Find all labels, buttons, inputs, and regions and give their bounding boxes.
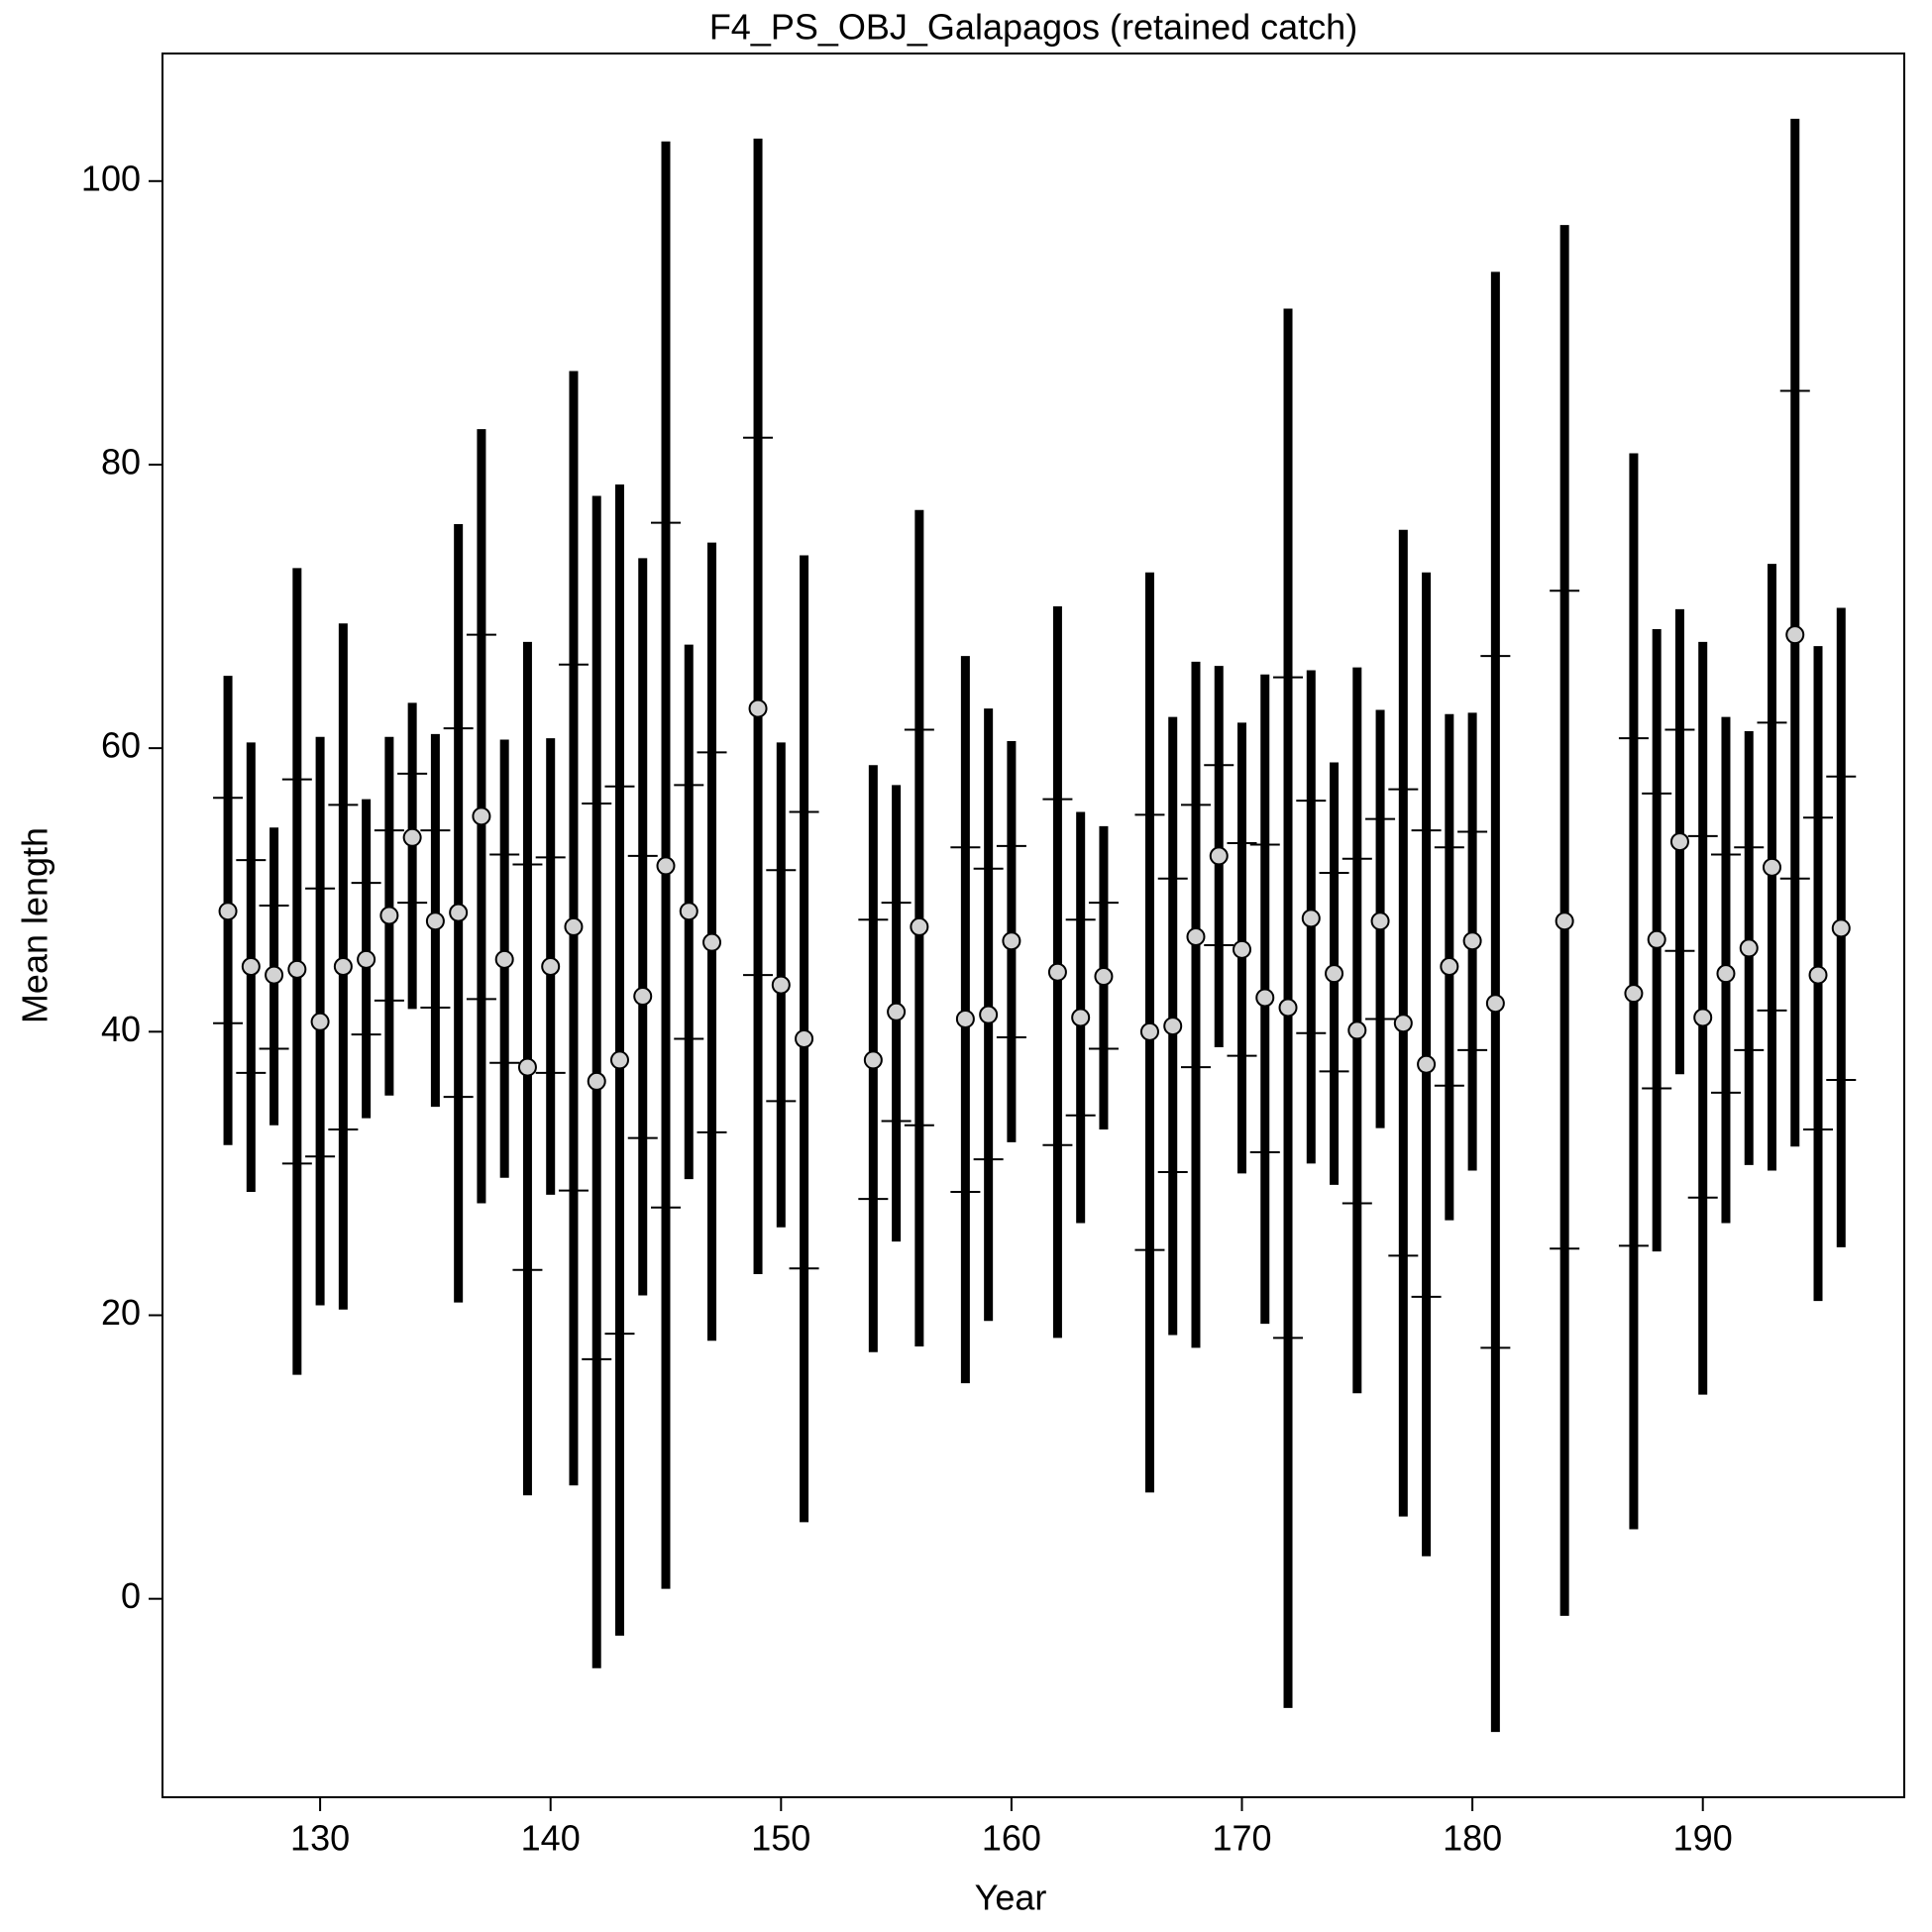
- mean-point: [863, 1050, 883, 1070]
- mean-point: [1278, 998, 1298, 1018]
- mean-point: [1716, 964, 1736, 984]
- x-tick-label: 190: [1673, 1818, 1733, 1859]
- mean-point: [541, 956, 561, 976]
- mean-point: [771, 975, 791, 995]
- mean-point: [1209, 846, 1229, 866]
- mean-point: [1762, 857, 1781, 877]
- mean-point: [333, 956, 353, 976]
- mean-point: [564, 916, 584, 936]
- mean-point: [1417, 1054, 1437, 1074]
- mean-point: [1347, 1020, 1367, 1040]
- mean-point: [287, 959, 307, 979]
- mean-point: [1325, 964, 1344, 984]
- mean-point: [1002, 931, 1021, 951]
- mean-point: [910, 916, 929, 936]
- mean-point: [425, 912, 445, 931]
- mean-point: [1739, 938, 1759, 958]
- mean-point: [241, 956, 261, 976]
- y-tick-label: 20: [101, 1292, 141, 1333]
- mean-point: [679, 902, 698, 921]
- x-tick-label: 130: [290, 1818, 350, 1859]
- x-tick-label: 140: [521, 1818, 581, 1859]
- mean-point: [1094, 967, 1114, 987]
- mean-point: [1462, 931, 1482, 951]
- mean-point: [609, 1050, 629, 1070]
- y-tick-label: 80: [101, 441, 141, 482]
- mean-point: [218, 902, 238, 921]
- mean-point: [887, 1002, 907, 1021]
- mean-point: [795, 1028, 814, 1048]
- mean-point: [587, 1071, 606, 1091]
- x-tick-label: 150: [751, 1818, 810, 1859]
- mean-point: [1808, 965, 1828, 985]
- mean-point: [1370, 912, 1390, 931]
- mean-point: [472, 806, 491, 826]
- mean-point: [265, 965, 284, 985]
- mean-point: [979, 1005, 999, 1024]
- mean-point: [517, 1057, 537, 1077]
- plot-frame: [161, 53, 1905, 1798]
- mean-point: [1785, 625, 1805, 645]
- mean-point: [1831, 918, 1851, 938]
- mean-point: [1233, 939, 1252, 959]
- mean-point: [1624, 984, 1644, 1004]
- x-tick-label: 160: [982, 1818, 1041, 1859]
- x-tick-label: 170: [1212, 1818, 1271, 1859]
- mean-point: [449, 903, 469, 922]
- mean-point: [310, 1012, 330, 1031]
- mean-point: [1393, 1014, 1413, 1033]
- mean-point: [402, 827, 422, 847]
- x-tick-label: 180: [1443, 1818, 1502, 1859]
- mean-point: [357, 949, 376, 969]
- y-tick-label: 40: [101, 1009, 141, 1049]
- mean-point: [1647, 929, 1666, 949]
- mean-point: [494, 949, 514, 969]
- mean-point: [1669, 832, 1689, 852]
- y-axis-label: Mean length: [15, 827, 55, 1023]
- mean-point: [955, 1009, 975, 1028]
- mean-point: [1139, 1021, 1159, 1041]
- y-tick-label: 0: [121, 1575, 141, 1616]
- y-tick-label: 60: [101, 725, 141, 766]
- chart-title: F4_PS_OBJ_Galapagos (retained catch): [709, 7, 1357, 48]
- mean-point: [1255, 988, 1275, 1008]
- x-axis-label: Year: [975, 1878, 1047, 1918]
- mean-point: [1163, 1017, 1183, 1036]
- mean-point: [1555, 912, 1574, 931]
- mean-point: [379, 906, 399, 925]
- mean-point: [1047, 962, 1067, 982]
- mean-point: [702, 932, 722, 952]
- mean-point: [1440, 956, 1459, 976]
- mean-point: [633, 987, 653, 1007]
- y-tick-label: 100: [81, 158, 141, 198]
- mean-point: [1301, 909, 1321, 928]
- mean-point: [1485, 994, 1505, 1014]
- mean-point: [1693, 1008, 1713, 1027]
- mean-point: [1071, 1008, 1091, 1027]
- mean-point: [1186, 926, 1206, 946]
- mean-point: [656, 856, 676, 876]
- mean-point: [748, 698, 768, 718]
